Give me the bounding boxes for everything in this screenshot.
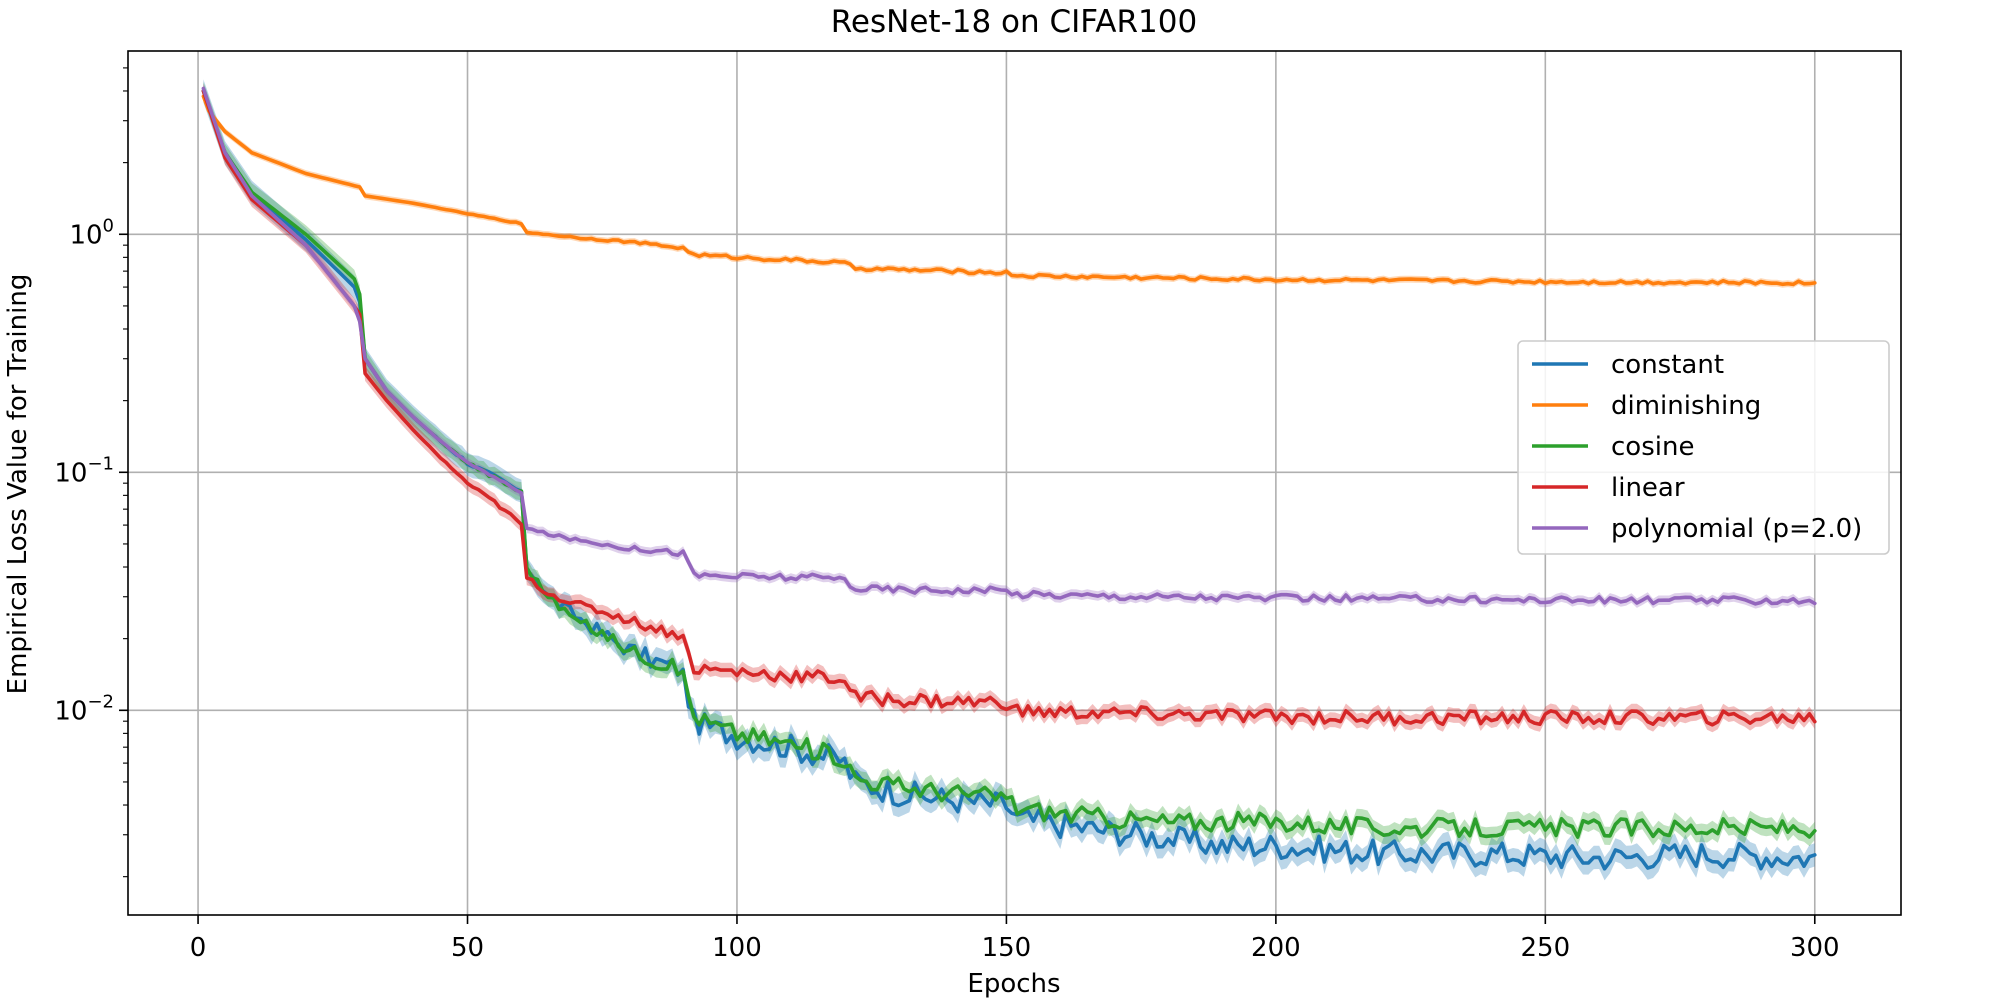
- series-bands: [203, 79, 1815, 881]
- legend-entry-label: constant: [1611, 350, 1724, 380]
- legend-entry-label: linear: [1611, 473, 1685, 503]
- legend-entry-label: cosine: [1611, 432, 1694, 462]
- series-line: [201, 89, 1817, 727]
- series-line: [201, 86, 1817, 606]
- series-band: [203, 92, 1815, 288]
- x-tick-label: 300: [1790, 933, 1840, 963]
- y-tick-label: 100: [69, 215, 114, 250]
- chart-title: ResNet-18 on CIFAR100: [831, 4, 1197, 40]
- y-tick-label: 10−1: [54, 453, 114, 488]
- x-tick-label: 50: [451, 933, 484, 963]
- legend-entry-label: polynomial (p=2.0): [1611, 514, 1862, 544]
- series-line: [201, 94, 1817, 287]
- legend-entry-label: diminishing: [1611, 391, 1761, 421]
- y-tick-label: 10−2: [54, 691, 114, 726]
- x-tick-label: 200: [1251, 933, 1301, 963]
- legend-box: [1517, 340, 1890, 555]
- series-lines: [201, 86, 1817, 871]
- legend: constant diminishing cosine linear polynomia…: [1517, 340, 1890, 555]
- x-tick-label: 100: [712, 933, 762, 963]
- y-axis-label: Empirical Loss Value for Training: [3, 274, 33, 695]
- x-tick-label: 0: [190, 933, 207, 963]
- x-axis-label: Epochs: [967, 969, 1060, 999]
- x-tick-label: 150: [982, 933, 1032, 963]
- axis-ticks: 0 50 100 150 200 250 300 100 10−1 10−2: [54, 67, 1840, 963]
- x-tick-label: 250: [1521, 933, 1571, 963]
